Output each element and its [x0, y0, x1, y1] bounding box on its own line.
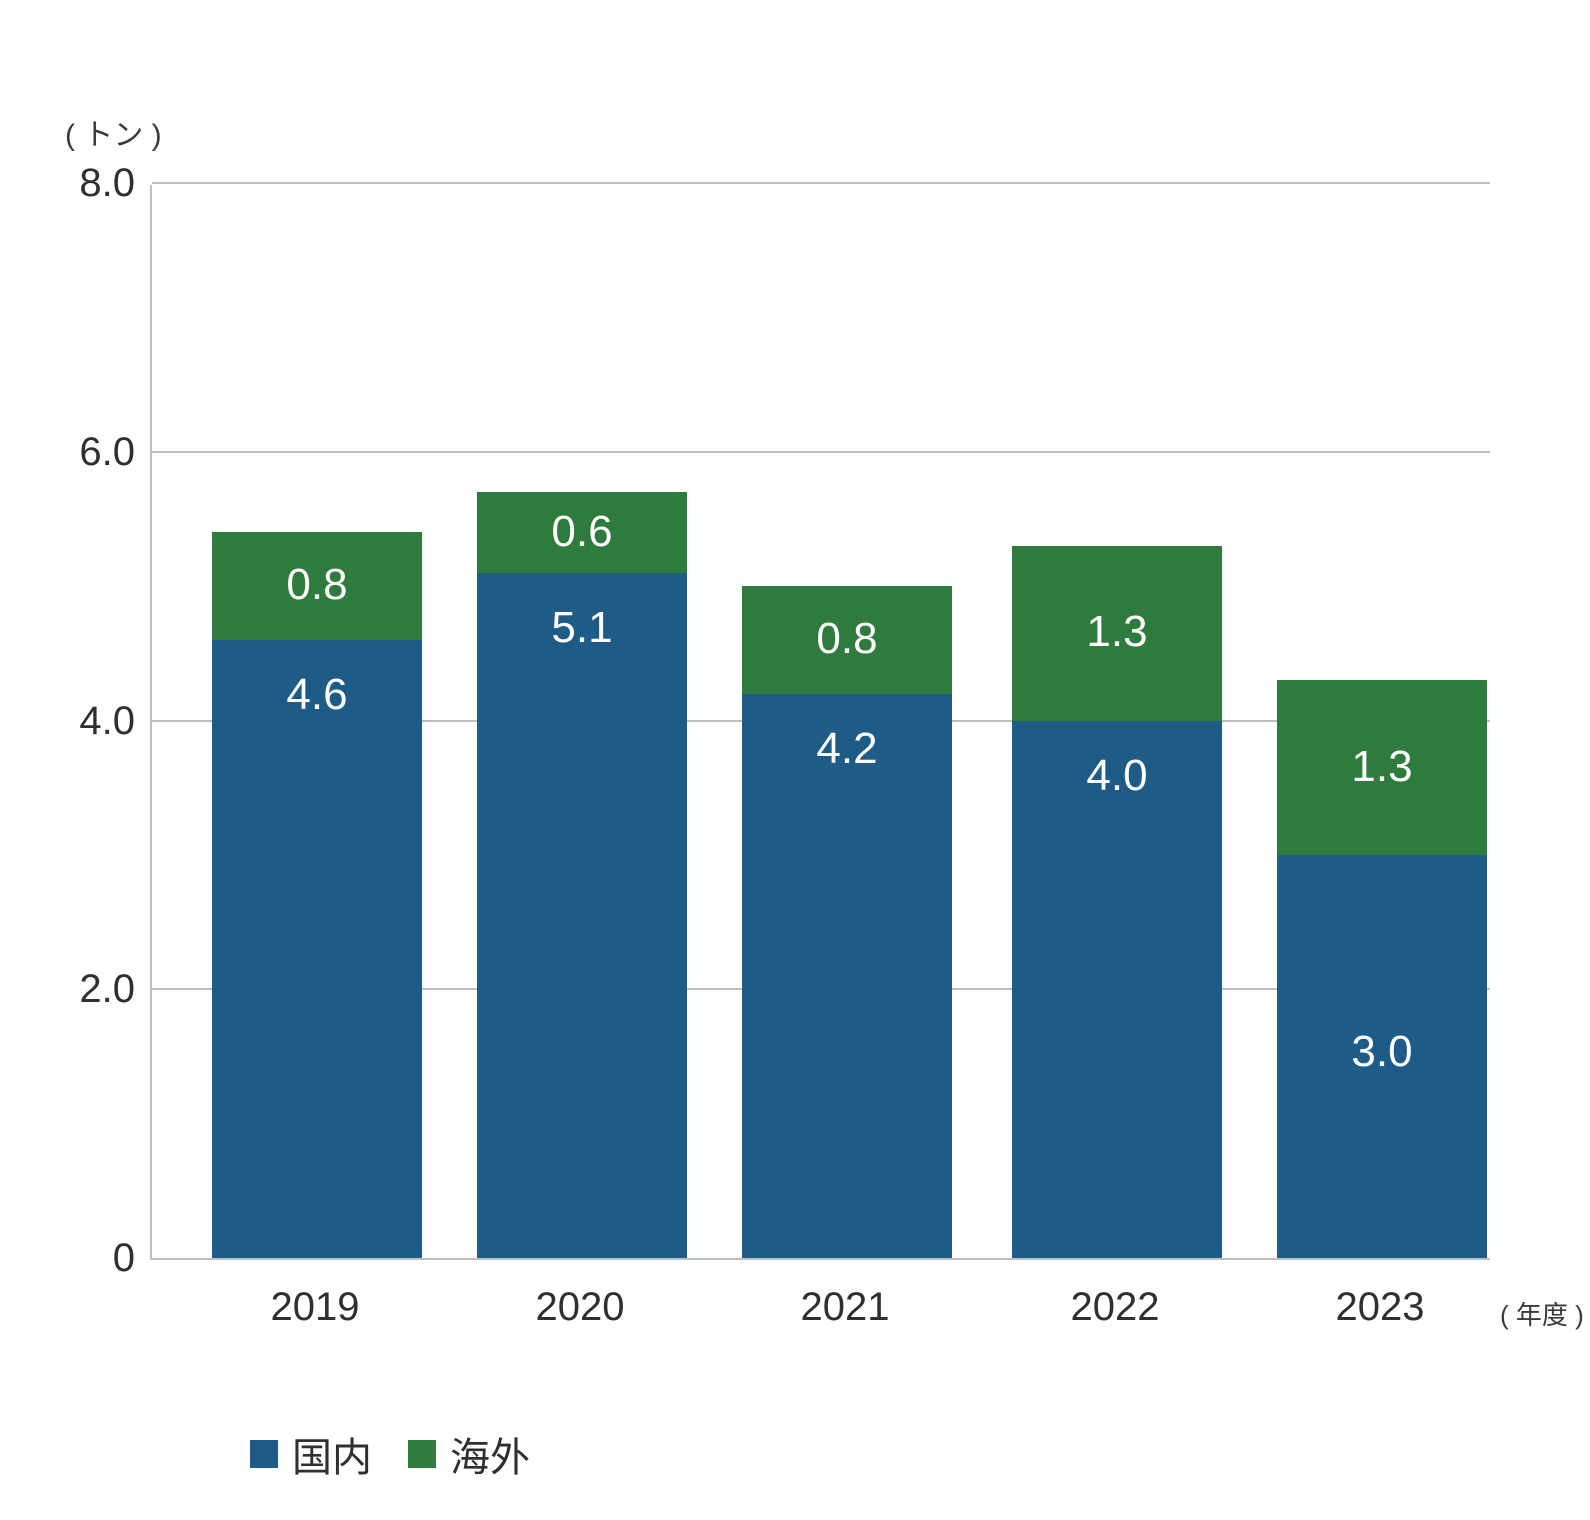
- gridline: [152, 182, 1490, 184]
- x-tick-label: 2022: [1010, 1285, 1220, 1330]
- bar-segment-domestic: [477, 573, 687, 1258]
- bar-segment-overseas: [212, 532, 422, 640]
- bar-segment-domestic: [1012, 721, 1222, 1259]
- legend-swatch-domestic: [250, 1440, 278, 1468]
- bar-segment-overseas: [1012, 546, 1222, 721]
- plot-area: 4.60.8 5.10.6 4.20.8 4.01.3 3.01.3: [150, 185, 1490, 1260]
- bar-segment-domestic: [742, 694, 952, 1258]
- x-tick-label: 2019: [210, 1285, 420, 1330]
- bar-group: 4.01.3: [1012, 546, 1222, 1258]
- bar-segment-overseas: [1277, 680, 1487, 855]
- legend: 国内 海外: [250, 1425, 530, 1483]
- bar-segment-overseas: [742, 586, 952, 694]
- y-tick-label: 8.0: [35, 161, 135, 206]
- y-axis-unit-label: ( トン ): [65, 110, 162, 154]
- x-tick-label: 2021: [740, 1285, 950, 1330]
- y-tick-label: 6.0: [35, 430, 135, 475]
- bar-group: 3.01.3: [1277, 680, 1487, 1258]
- gridline: [152, 451, 1490, 453]
- bar-segment-overseas: [477, 492, 687, 573]
- bar-group: 4.20.8: [742, 586, 952, 1258]
- y-tick-label: 0: [35, 1236, 135, 1281]
- y-tick-label: 2.0: [35, 967, 135, 1012]
- bar-segment-domestic: [1277, 855, 1487, 1258]
- x-axis-unit-label: ( 年度 ): [1500, 1295, 1584, 1332]
- bar-segment-domestic: [212, 640, 422, 1258]
- bar-group: 5.10.6: [477, 492, 687, 1258]
- legend-swatch-overseas: [408, 1440, 436, 1468]
- x-tick-label: 2020: [475, 1285, 685, 1330]
- legend-label-overseas: 海外: [450, 1425, 530, 1483]
- y-tick-label: 4.0: [35, 699, 135, 744]
- legend-label-domestic: 国内: [292, 1425, 372, 1483]
- legend-item-domestic: 国内: [250, 1425, 372, 1483]
- stacked-bar-chart: ( トン ) 4.60.8 5.10.6 4.20.8 4.01.3 3.01.3 0 2.0…: [0, 0, 1590, 1520]
- bar-group: 4.60.8: [212, 532, 422, 1258]
- legend-item-overseas: 海外: [408, 1425, 530, 1483]
- x-tick-label: 2023: [1275, 1285, 1485, 1330]
